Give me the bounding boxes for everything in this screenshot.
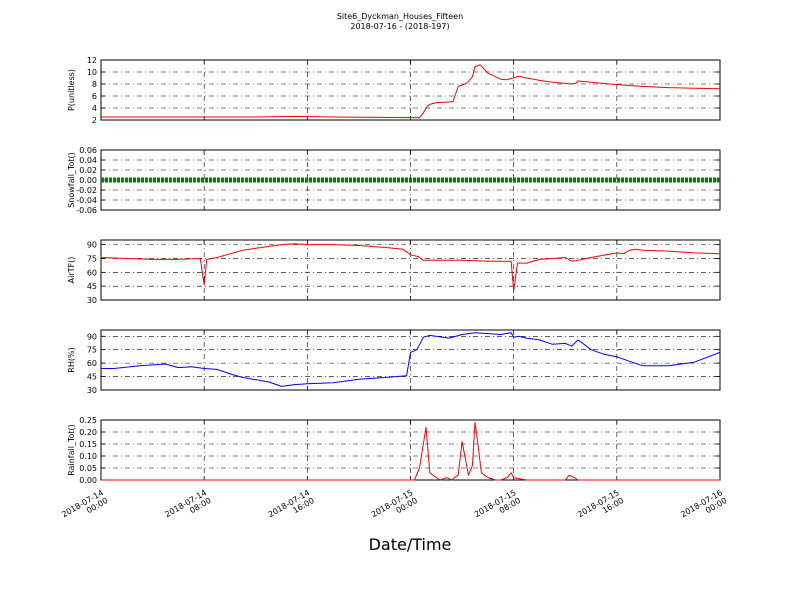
- y-tick-label: 45: [87, 373, 97, 382]
- y-tick-label: 30: [87, 296, 97, 305]
- chart-panels: 24681012P(unitless)-0.06-0.04-0.020.000.…: [67, 56, 721, 485]
- y-axis-label: P(unitless): [67, 69, 76, 111]
- series-line-1: [101, 421, 720, 481]
- y-tick-label: 0.06: [79, 146, 97, 155]
- panel-2: -0.06-0.04-0.020.000.020.040.06Snowfall_…: [67, 146, 721, 215]
- chart-title: Site6_Dyckman_Houses_Fifteen: [337, 12, 463, 21]
- y-axis-label: Rainfall_Tot(): [67, 424, 76, 476]
- chart-subtitle: 2018-07-16 - (2018-197): [350, 22, 449, 31]
- series-line-1: [101, 64, 721, 119]
- y-tick-label: 0.00: [79, 176, 97, 185]
- y-axis-label: AirTF(): [67, 257, 76, 284]
- series-line-1: [100, 243, 721, 292]
- y-tick-label: 0.15: [79, 440, 97, 449]
- x-axis-label: Date/Time: [369, 535, 452, 554]
- y-tick-label: 90: [87, 241, 97, 250]
- y-tick-label: -0.04: [76, 196, 97, 205]
- y-tick-label: 0.20: [79, 428, 97, 437]
- y-tick-label: 0.05: [79, 464, 97, 473]
- panel-4: 30 45 60 75 90 RH(%): [67, 329, 721, 395]
- y-tick-label: 75: [87, 346, 97, 355]
- y-tick-label: 0.10: [79, 452, 97, 461]
- y-tick-label: -0.06: [76, 206, 97, 215]
- panel-1: 2 4 6 8 10 12 P(unitless): [67, 56, 721, 125]
- y-tick-label: 90: [87, 332, 97, 341]
- y-tick-label: 60: [87, 359, 97, 368]
- y-tick-label: 30: [87, 386, 97, 395]
- y-tick-label: 4: [92, 104, 97, 113]
- panel-3: 30 45 60 75 90 AirTF(): [67, 239, 721, 305]
- y-tick-label: 10: [87, 68, 97, 77]
- y-tick-label: 75: [87, 254, 97, 263]
- y-tick-label: 45: [87, 282, 97, 291]
- y-tick-label: -0.02: [76, 186, 97, 195]
- series-line-1: [101, 332, 721, 387]
- y-tick-label: 0.25: [79, 416, 97, 425]
- y-tick-label: 6: [92, 92, 97, 101]
- y-tick-label: 0.00: [79, 476, 97, 485]
- y-tick-label: 8: [92, 80, 97, 89]
- y-tick-label: 0.02: [79, 166, 97, 175]
- y-tick-label: 2: [92, 116, 97, 125]
- y-axis-label: RH(%): [67, 347, 76, 372]
- y-axis-label: Snowfall_Tot(): [67, 152, 76, 208]
- y-tick-label: 60: [87, 268, 97, 277]
- y-tick-label: 0.04: [79, 156, 97, 165]
- y-tick-label: 12: [87, 56, 97, 65]
